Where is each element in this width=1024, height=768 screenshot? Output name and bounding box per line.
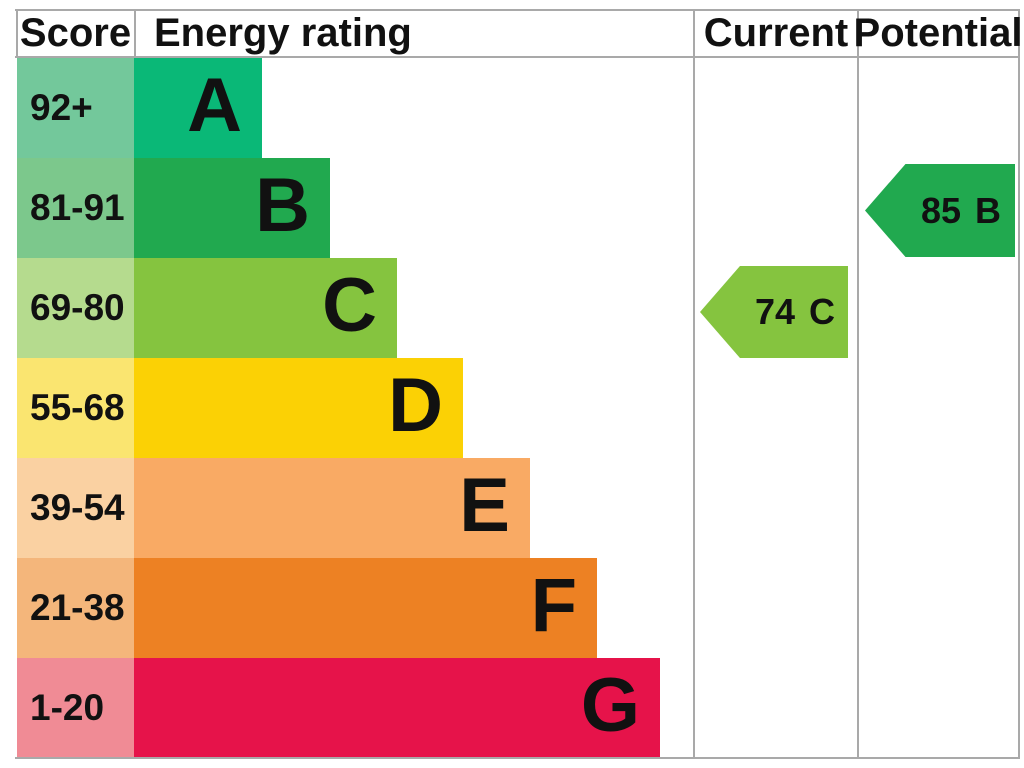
current-band-letter: C <box>809 291 836 332</box>
header-score: Score <box>19 10 132 55</box>
band-letter-f: F <box>530 563 577 648</box>
score-cell-b: 81-91 <box>17 158 134 258</box>
potential-score-value: 85 <box>920 189 962 231</box>
band-letter-a: A <box>187 63 242 148</box>
band-bar-e: E <box>134 458 530 558</box>
band-letter-c: C <box>322 263 377 348</box>
score-cell-g: 1-20 <box>17 658 134 757</box>
header-potential: Potential <box>853 10 1023 55</box>
table-top-border <box>15 9 1020 11</box>
score-column-divider <box>134 9 136 58</box>
table-right-border <box>1018 9 1020 759</box>
band-bar-b: B <box>134 158 330 258</box>
band-letter-d: D <box>388 363 443 448</box>
band-letter-g: G <box>580 662 640 748</box>
band-bar-c: C <box>134 258 397 358</box>
band-bar-g: G <box>134 658 660 757</box>
band-letter-e: E <box>459 463 510 548</box>
current-rating-arrow: 74 C <box>700 266 848 358</box>
score-cell-d: 55-68 <box>17 358 134 458</box>
potential-column-divider <box>857 9 859 759</box>
score-cell-e: 39-54 <box>17 458 134 558</box>
potential-rating-arrow: 85 B <box>865 164 1015 257</box>
potential-band-letter: B <box>975 189 1002 231</box>
band-bar-a: A <box>134 58 262 158</box>
current-column-divider <box>693 9 695 759</box>
score-cell-f: 21-38 <box>17 558 134 658</box>
score-cell-c: 69-80 <box>17 258 134 358</box>
current-score-value: 74 <box>754 291 796 332</box>
header-bottom-border <box>15 56 1020 58</box>
band-bar-d: D <box>134 358 463 458</box>
band-letter-b: B <box>255 163 310 248</box>
header-current: Current <box>703 10 849 55</box>
table-bottom-border <box>15 757 1020 759</box>
header-energy-rating: Energy rating <box>154 10 412 55</box>
score-cell-a: 92+ <box>17 58 134 158</box>
band-bar-f: F <box>134 558 597 658</box>
header-left-border <box>16 9 18 58</box>
